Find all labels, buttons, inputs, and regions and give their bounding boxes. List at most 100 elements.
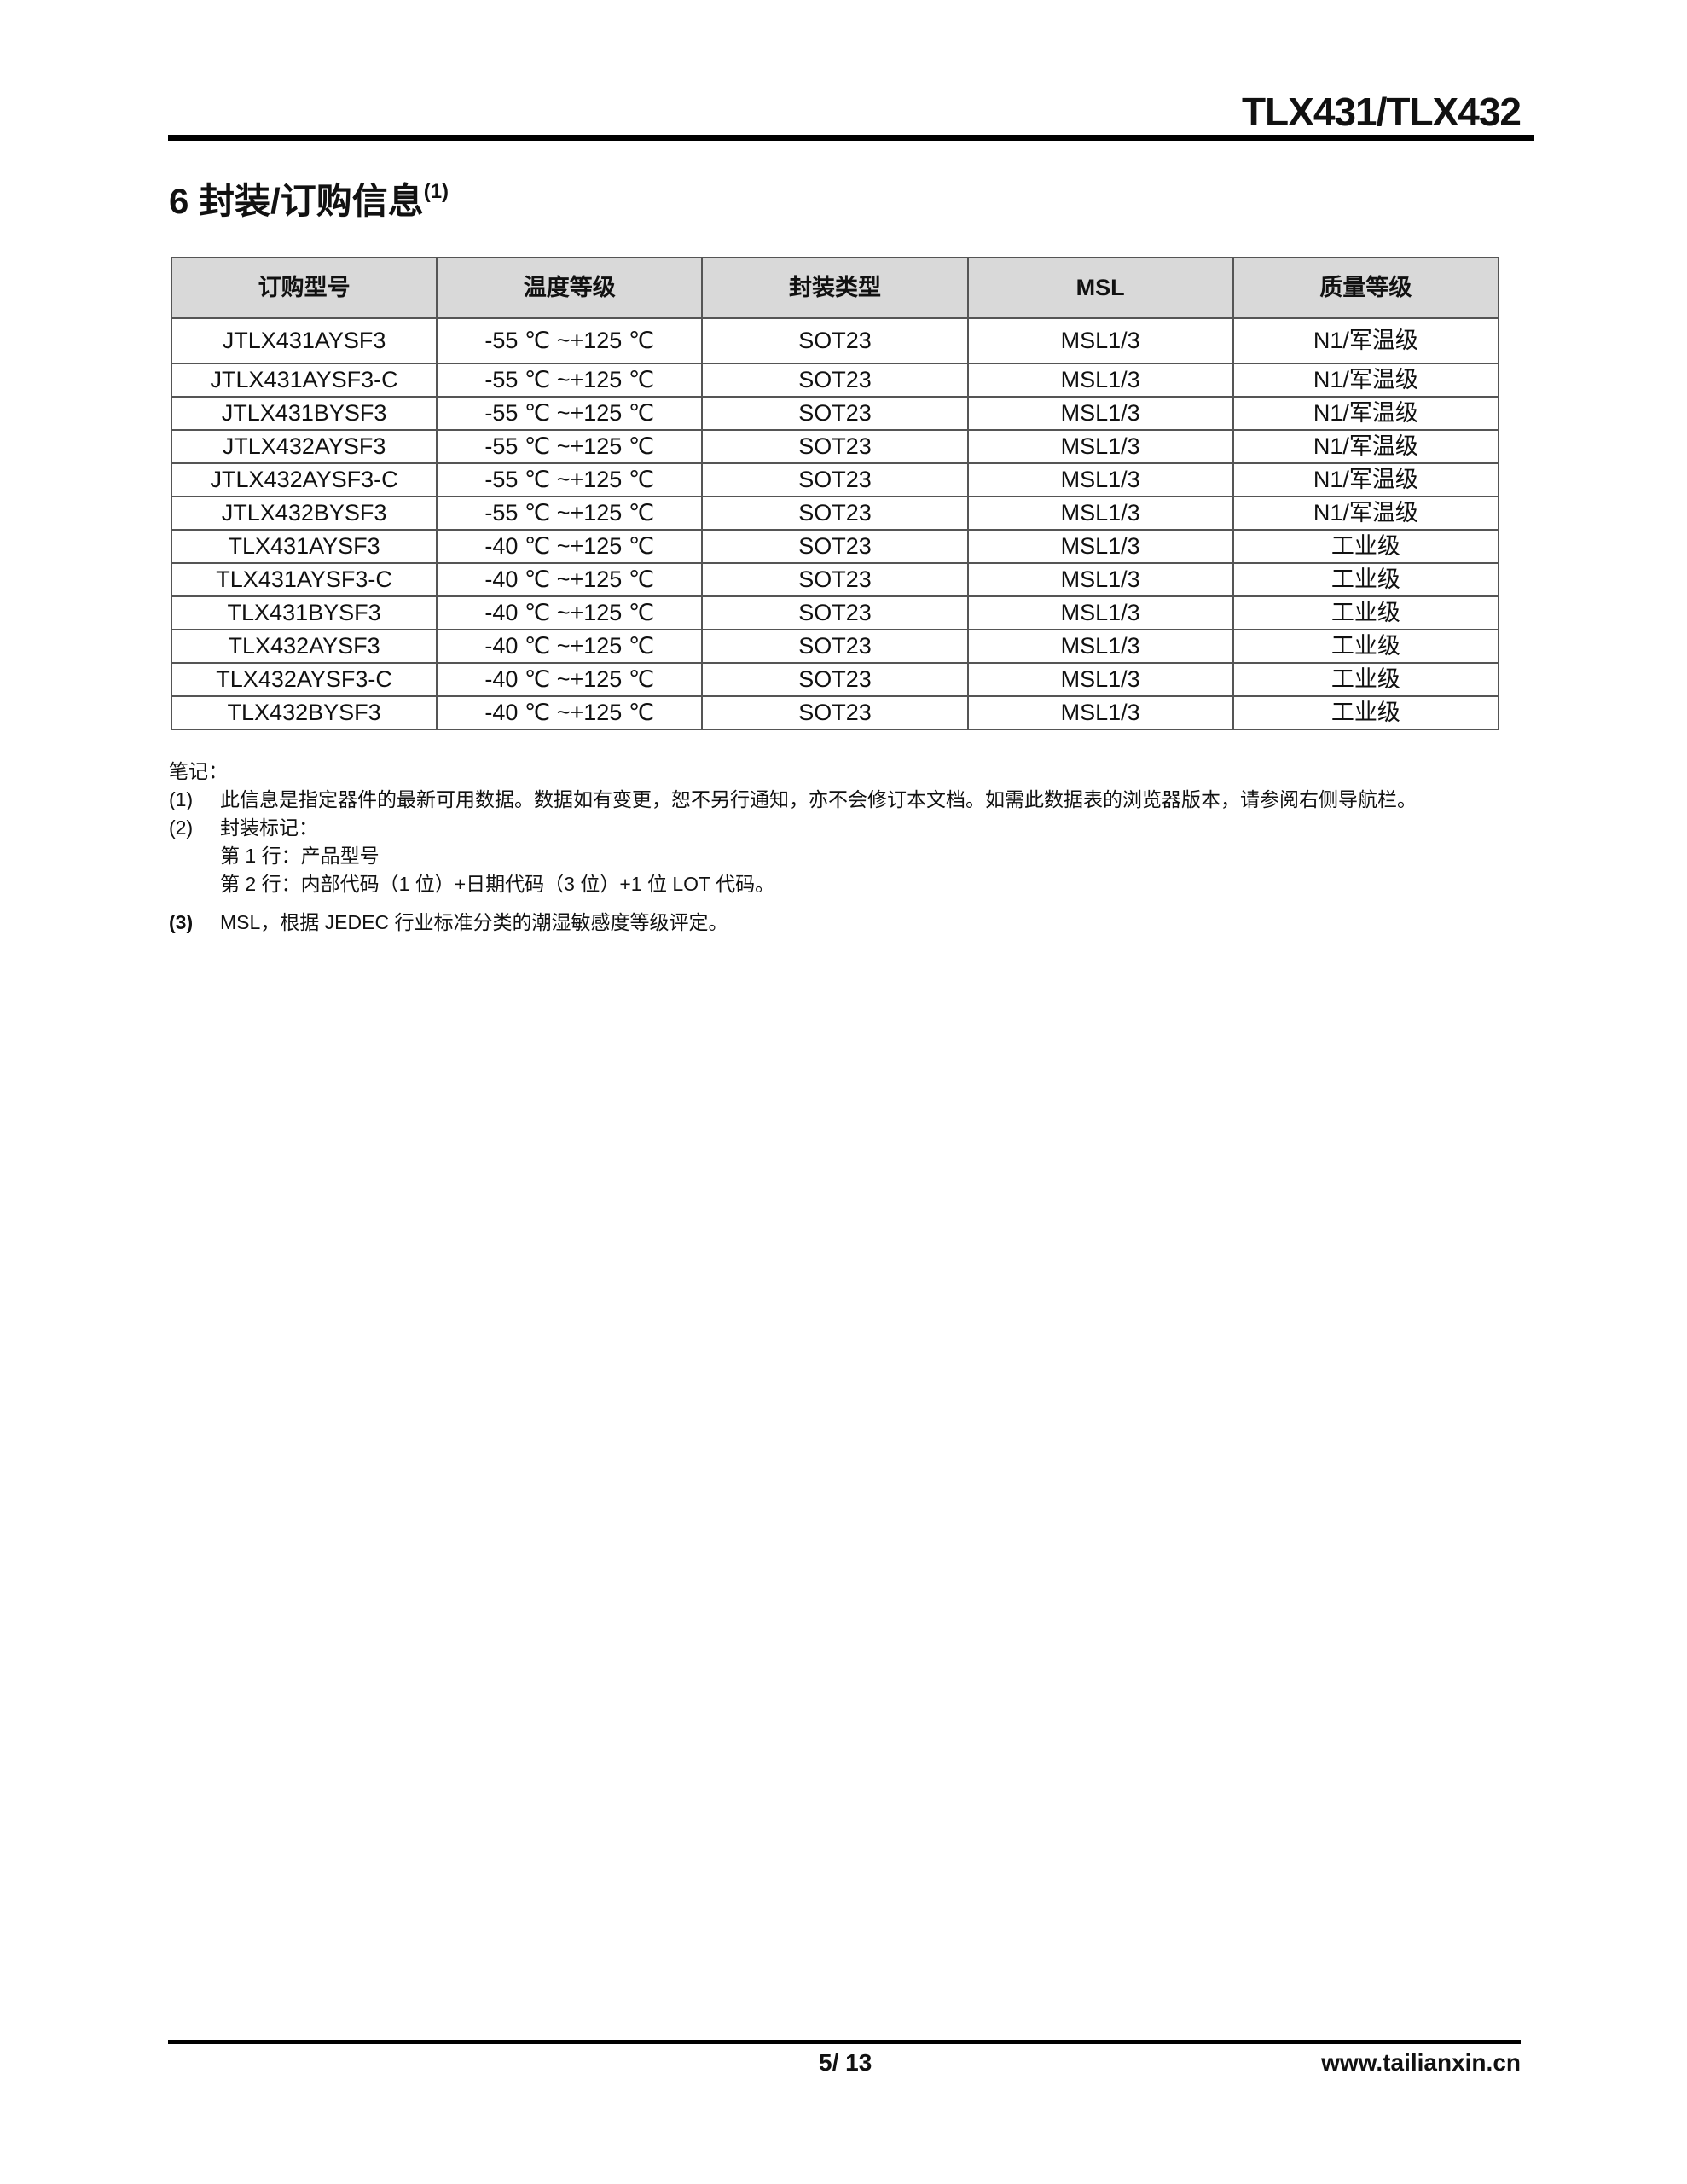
table-row: JTLX431AYSF3 -55 ℃ ~+125 ℃ SOT23 MSL1/3 N1/军…: [170, 317, 1500, 364]
table-cell: 工业级: [1232, 662, 1500, 697]
table-header-row: 订购型号 温度等级 封装类型 MSL 质量等级: [170, 257, 1500, 319]
table-cell: MSL1/3: [966, 595, 1234, 630]
table-cell: -55 ℃ ~+125 ℃: [436, 429, 704, 464]
notes-title: 笔记：: [169, 760, 228, 782]
table-cell: SOT23: [701, 396, 969, 431]
table-cell: SOT23: [701, 529, 969, 564]
note-2-line-2: 第 2 行：内部代码（1 位）+日期代码（3 位）+1 位 LOT 代码。: [220, 873, 775, 895]
table-cell: SOT23: [701, 496, 969, 531]
table-cell: -55 ℃ ~+125 ℃: [436, 496, 704, 531]
notes: 笔记： (1) 此信息是指定器件的最新可用数据。数据如有变更，恕不另行通知，亦不会…: [169, 758, 1508, 937]
table-cell: -55 ℃ ~+125 ℃: [436, 363, 704, 398]
table-cell: -55 ℃ ~+125 ℃: [436, 396, 704, 431]
table-cell: -40 ℃ ~+125 ℃: [436, 662, 704, 697]
table-cell: MSL1/3: [966, 562, 1234, 597]
table-row: JTLX432BYSF3 -55 ℃ ~+125 ℃ SOT23 MSL1/3 N1/军…: [170, 496, 1500, 531]
table-cell: TLX431AYSF3-C: [170, 562, 438, 597]
table-cell: JTLX432AYSF3-C: [170, 462, 438, 497]
footnote-ref: (1): [423, 180, 449, 203]
table-row: TLX432BYSF3 -40 ℃ ~+125 ℃ SOT23 MSL1/3 工业级: [170, 695, 1500, 730]
table-row: JTLX431AYSF3-C -55 ℃ ~+125 ℃ SOT23 MSL1/3 N1…: [170, 363, 1500, 398]
table-cell: MSL1/3: [966, 529, 1234, 564]
column-header: 封装类型: [701, 257, 969, 319]
table-cell: SOT23: [701, 595, 969, 630]
document-title: TLX431/TLX432: [1241, 90, 1522, 134]
table-row: TLX432AYSF3 -40 ℃ ~+125 ℃ SOT23 MSL1/3 工业级: [170, 629, 1500, 664]
note-number: (3): [169, 911, 194, 933]
table-row: TLX431AYSF3-C -40 ℃ ~+125 ℃ SOT23 MSL1/3 工业级: [170, 562, 1500, 597]
table-cell: -55 ℃ ~+125 ℃: [436, 317, 704, 364]
column-header: 质量等级: [1232, 257, 1500, 319]
column-header: 订购型号: [170, 257, 438, 319]
table-cell: SOT23: [701, 695, 969, 730]
note-text: 封装标记：: [220, 816, 318, 839]
table-row: JTLX431BYSF3 -55 ℃ ~+125 ℃ SOT23 MSL1/3 N1/军…: [170, 396, 1500, 431]
note-number: (1): [169, 788, 194, 810]
table-cell: N1/军温级: [1232, 429, 1500, 464]
table-cell: -40 ℃ ~+125 ℃: [436, 529, 704, 564]
table-cell: -40 ℃ ~+125 ℃: [436, 629, 704, 664]
table-row: TLX432AYSF3-C -40 ℃ ~+125 ℃ SOT23 MSL1/3 工业级: [170, 662, 1500, 697]
table-cell: TLX432BYSF3: [170, 695, 438, 730]
ordering-table: 订购型号 温度等级 封装类型 MSL 质量等级 JTLX431AYSF3 -55 ℃ ~+…: [170, 257, 1500, 730]
table-row: JTLX432AYSF3-C -55 ℃ ~+125 ℃ SOT23 MSL1/3 N1…: [170, 462, 1500, 497]
table-cell: SOT23: [701, 462, 969, 497]
footer-rule: [168, 2040, 1521, 2044]
table-cell: N1/军温级: [1232, 496, 1500, 531]
table-cell: SOT23: [701, 363, 969, 398]
section-heading: 6 封装/订购信息(1): [169, 172, 449, 224]
table-cell: -40 ℃ ~+125 ℃: [436, 562, 704, 597]
table-cell: 工业级: [1232, 695, 1500, 730]
note-1: (1) 此信息是指定器件的最新可用数据。数据如有变更，恕不另行通知，亦不会修订本文…: [169, 786, 1508, 814]
section-title: 6 封装/订购信息: [169, 181, 424, 221]
table-cell: 工业级: [1232, 562, 1500, 597]
note-3: (3) MSL，根据 JEDEC 行业标准分类的潮湿敏感度等级评定。: [169, 909, 1508, 937]
header-rule: [168, 135, 1534, 141]
table-cell: TLX432AYSF3-C: [170, 662, 438, 697]
table-cell: SOT23: [701, 629, 969, 664]
table-cell: N1/军温级: [1232, 363, 1500, 398]
table-cell: N1/军温级: [1232, 396, 1500, 431]
table-cell: MSL1/3: [966, 317, 1234, 364]
table-cell: -55 ℃ ~+125 ℃: [436, 462, 704, 497]
column-header: MSL: [966, 257, 1234, 319]
table-cell: 工业级: [1232, 629, 1500, 664]
table-cell: JTLX432AYSF3: [170, 429, 438, 464]
table-cell: MSL1/3: [966, 396, 1234, 431]
page-number: 5/ 13: [819, 2049, 872, 2076]
table-cell: N1/军温级: [1232, 462, 1500, 497]
column-header: 温度等级: [436, 257, 704, 319]
table-cell: JTLX431AYSF3-C: [170, 363, 438, 398]
table-cell: N1/军温级: [1232, 317, 1500, 364]
table-row: JTLX432AYSF3 -55 ℃ ~+125 ℃ SOT23 MSL1/3 N1/军…: [170, 429, 1500, 464]
note-2: (2) 封装标记：: [169, 814, 1508, 842]
table-cell: MSL1/3: [966, 462, 1234, 497]
table-cell: MSL1/3: [966, 662, 1234, 697]
website-link[interactable]: www.tailianxin.cn: [1321, 2049, 1521, 2076]
table-cell: MSL1/3: [966, 363, 1234, 398]
table-cell: JTLX432BYSF3: [170, 496, 438, 531]
note-2-line-1: 第 1 行：产品型号: [220, 845, 380, 867]
table-cell: MSL1/3: [966, 629, 1234, 664]
table-cell: MSL1/3: [966, 429, 1234, 464]
table-row: TLX431AYSF3 -40 ℃ ~+125 ℃ SOT23 MSL1/3 工业级: [170, 529, 1500, 564]
table-cell: MSL1/3: [966, 496, 1234, 531]
table-cell: TLX431BYSF3: [170, 595, 438, 630]
table-cell: 工业级: [1232, 595, 1500, 630]
note-text: MSL，根据 JEDEC 行业标准分类的潮湿敏感度等级评定。: [220, 911, 728, 933]
table-cell: SOT23: [701, 429, 969, 464]
table-cell: TLX431AYSF3: [170, 529, 438, 564]
table-cell: SOT23: [701, 662, 969, 697]
note-text: 此信息是指定器件的最新可用数据。数据如有变更，恕不另行通知，亦不会修订本文档。如…: [220, 788, 1417, 810]
table-cell: MSL1/3: [966, 695, 1234, 730]
table-cell: -40 ℃ ~+125 ℃: [436, 695, 704, 730]
note-number: (2): [169, 816, 194, 839]
table-cell: SOT23: [701, 562, 969, 597]
table-cell: SOT23: [701, 317, 969, 364]
table-cell: JTLX431AYSF3: [170, 317, 438, 364]
table-cell: 工业级: [1232, 529, 1500, 564]
table-cell: -40 ℃ ~+125 ℃: [436, 595, 704, 630]
table-cell: JTLX431BYSF3: [170, 396, 438, 431]
table-row: TLX431BYSF3 -40 ℃ ~+125 ℃ SOT23 MSL1/3 工业级: [170, 595, 1500, 630]
table-cell: TLX432AYSF3: [170, 629, 438, 664]
